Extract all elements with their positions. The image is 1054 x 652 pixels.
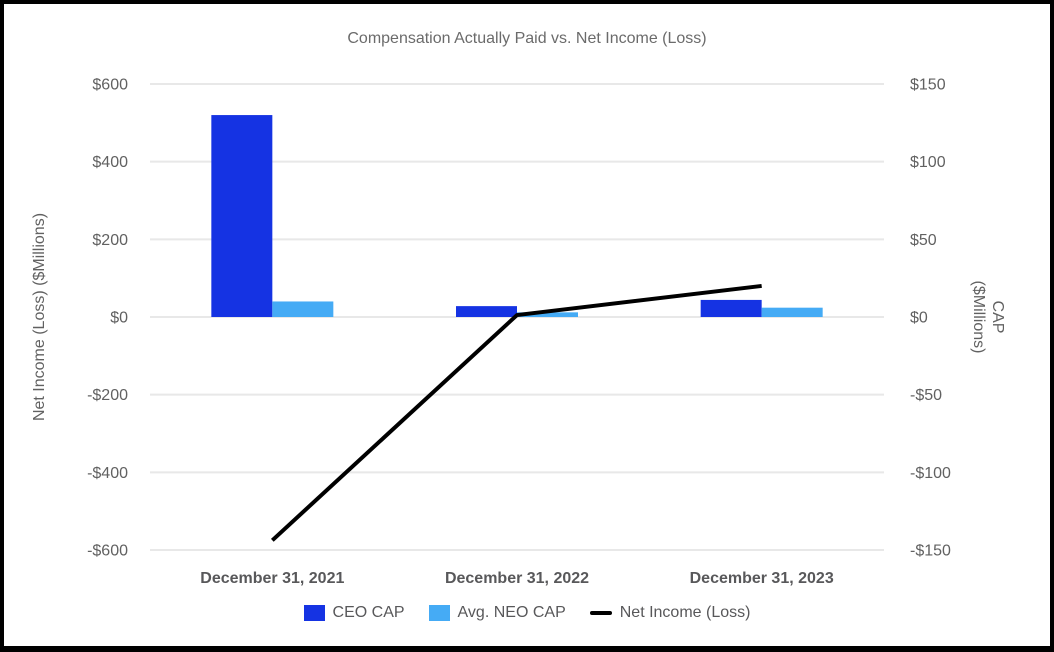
right-axis-tick-label: $100: [910, 154, 946, 171]
legend-square-swatch-icon: [428, 605, 450, 621]
x-axis-category-label: December 31, 2022: [445, 570, 589, 587]
left-axis-tick-label: $600: [92, 77, 128, 94]
legend-square-swatch-icon: [303, 605, 325, 621]
legend-label: Net Income (Loss): [619, 604, 751, 621]
legend-item-ceo-cap: CEO CAP: [303, 604, 405, 622]
legend-item-net-income-loss: Net Income (Loss): [589, 604, 751, 622]
ceo-cap-bar-3: [700, 299, 762, 317]
left-axis-tick-label: -$200: [87, 387, 128, 404]
avg-neo-cap-bar-3: [761, 307, 823, 317]
net-income-loss-line: [270, 283, 762, 542]
right-axis-tick-label: $0: [910, 310, 928, 327]
legend: CEO CAP Avg. NEO CAP Net Income (Loss): [0, 604, 1054, 622]
legend-item-avg-neo-cap: Avg. NEO CAP: [428, 604, 566, 622]
avg-neo-cap-bar-2: [517, 312, 578, 317]
ceo-cap-bar-1: [211, 115, 273, 317]
chart-title: Compensation Actually Paid vs. Net Incom…: [347, 30, 707, 47]
x-axis-category-label: December 31, 2021: [200, 570, 344, 587]
left-axis-tick-label: $0: [110, 310, 128, 327]
left-axis-tick-label: $200: [92, 232, 128, 249]
avg-neo-cap-bar-1: [272, 301, 334, 317]
ceo-cap-bar-2: [456, 306, 517, 317]
legend-label: CEO CAP: [332, 604, 405, 621]
right-axis-tick-label: $150: [910, 77, 946, 94]
right-axis-tick-label: -$50: [910, 387, 942, 404]
right-axis-tick-label: -$150: [910, 543, 951, 560]
right-axis-tick-label: -$100: [910, 465, 951, 482]
left-axis-tick-label: -$400: [87, 465, 128, 482]
legend-line-swatch-icon: [589, 611, 612, 615]
left-axis-tick-label: -$600: [87, 543, 128, 560]
x-axis-category-label: December 31, 2023: [690, 570, 834, 587]
legend-label: Avg. NEO CAP: [457, 604, 566, 621]
right-axis-tick-label: $50: [910, 232, 937, 249]
right-axis-title: CAP($Millions): [970, 281, 1006, 354]
left-axis-tick-label: $400: [92, 154, 128, 171]
left-axis-title: Net Income (Loss) ($Millions): [31, 213, 48, 421]
